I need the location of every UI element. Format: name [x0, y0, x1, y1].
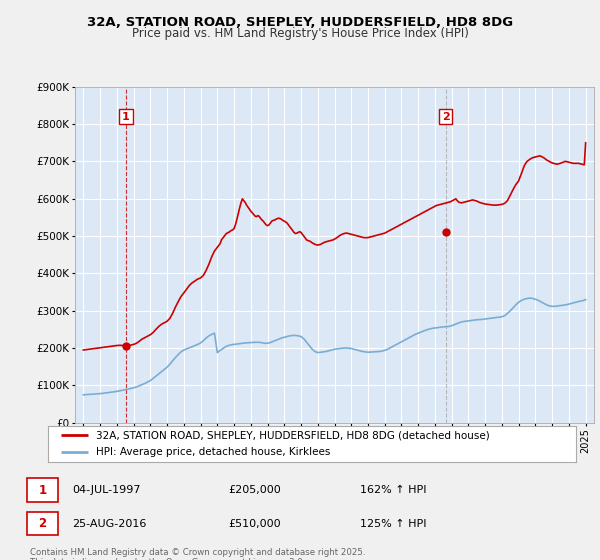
Text: 1: 1 [122, 111, 130, 122]
Text: £205,000: £205,000 [228, 485, 281, 495]
Text: 32A, STATION ROAD, SHEPLEY, HUDDERSFIELD, HD8 8DG: 32A, STATION ROAD, SHEPLEY, HUDDERSFIELD… [87, 16, 513, 29]
Text: Price paid vs. HM Land Registry's House Price Index (HPI): Price paid vs. HM Land Registry's House … [131, 27, 469, 40]
Text: 25-AUG-2016: 25-AUG-2016 [72, 519, 146, 529]
Text: Contains HM Land Registry data © Crown copyright and database right 2025.
This d: Contains HM Land Registry data © Crown c… [30, 548, 365, 560]
Text: £510,000: £510,000 [228, 519, 281, 529]
Text: HPI: Average price, detached house, Kirklees: HPI: Average price, detached house, Kirk… [95, 447, 330, 457]
Text: 1: 1 [38, 483, 47, 497]
Text: 125% ↑ HPI: 125% ↑ HPI [360, 519, 427, 529]
Text: 162% ↑ HPI: 162% ↑ HPI [360, 485, 427, 495]
Text: 2: 2 [38, 517, 47, 530]
Text: 32A, STATION ROAD, SHEPLEY, HUDDERSFIELD, HD8 8DG (detached house): 32A, STATION ROAD, SHEPLEY, HUDDERSFIELD… [95, 431, 489, 440]
Text: 04-JUL-1997: 04-JUL-1997 [72, 485, 140, 495]
Text: 2: 2 [442, 111, 450, 122]
